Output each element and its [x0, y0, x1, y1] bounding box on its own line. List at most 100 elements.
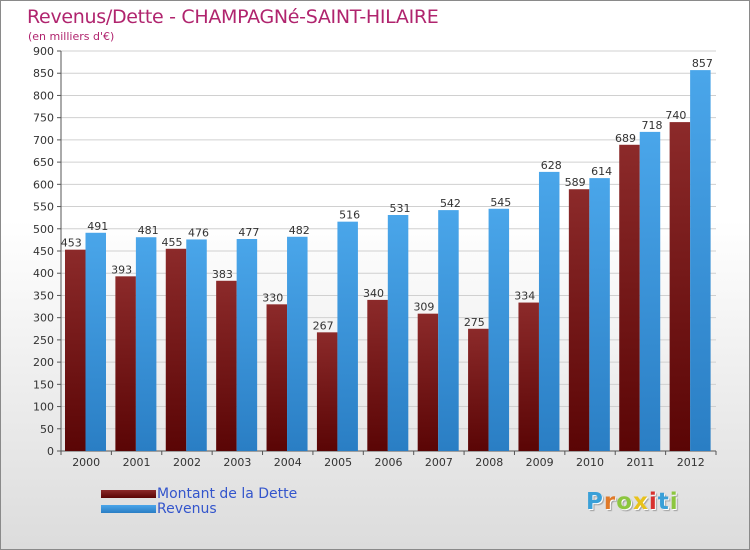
- value-label-revenus: 545: [490, 196, 511, 209]
- value-label-dette: 330: [262, 291, 283, 304]
- value-label-revenus: 531: [390, 202, 411, 215]
- proxiti-logo: Proxiti: [586, 489, 679, 515]
- value-label-revenus: 857: [692, 57, 713, 70]
- labels: 0 50 100 150 200 250 300 350 400 450 500 550 600 650 7…: [33, 45, 713, 469]
- y-tick-label: 450: [33, 245, 54, 258]
- bar-revenus: [538, 171, 560, 451]
- bar-revenus: [287, 236, 308, 451]
- value-label-revenus: 614: [591, 165, 612, 178]
- value-label-revenus: 628: [541, 159, 562, 172]
- logo-letter: i: [669, 489, 679, 515]
- legend-label-revenus: Revenus: [157, 501, 217, 517]
- value-label-revenus: 482: [289, 224, 310, 237]
- y-tick-label: 850: [33, 67, 54, 80]
- bar-revenus: [186, 239, 207, 451]
- x-tick-label: 2000: [72, 456, 100, 469]
- bar-dette: [669, 122, 691, 451]
- bars: [65, 70, 711, 451]
- y-tick-label: 500: [33, 223, 54, 236]
- x-tick-label: 2006: [375, 456, 403, 469]
- value-label-revenus: 476: [188, 226, 209, 239]
- bar-revenus: [236, 239, 258, 451]
- bar-dette: [316, 332, 338, 451]
- y-tick-label: 650: [33, 156, 54, 169]
- y-tick-label: 0: [47, 445, 54, 458]
- x-tick-label: 2008: [475, 456, 503, 469]
- x-tick-label: 2005: [324, 456, 352, 469]
- chart-subtitle: (en milliers d'€): [28, 30, 115, 43]
- bar-dette: [568, 189, 590, 451]
- legend-swatch-dette: [101, 490, 156, 498]
- legend-swatch-revenus: [101, 505, 156, 513]
- value-label-dette: 393: [111, 263, 132, 276]
- logo-letter: i: [648, 489, 658, 515]
- y-tick-label: 750: [33, 112, 54, 125]
- value-label-dette: 689: [615, 132, 636, 145]
- value-label-revenus: 516: [339, 209, 360, 222]
- value-label-dette: 740: [665, 109, 686, 122]
- x-tick-label: 2002: [173, 456, 201, 469]
- y-tick-label: 250: [33, 334, 54, 347]
- value-label-revenus: 477: [238, 226, 259, 239]
- value-label-dette: 334: [514, 290, 535, 303]
- x-tick-label: 2004: [274, 456, 302, 469]
- value-label-dette: 383: [212, 268, 233, 281]
- y-tick-label: 700: [33, 134, 54, 147]
- bar-revenus: [85, 232, 106, 451]
- x-tick-label: 2003: [223, 456, 251, 469]
- logo-letter: P: [586, 489, 604, 515]
- y-tick-label: 150: [33, 378, 54, 391]
- bar-dette: [65, 249, 86, 451]
- value-label-revenus: 481: [138, 224, 159, 237]
- y-tick-label: 200: [33, 356, 54, 369]
- x-tick-label: 2011: [626, 456, 654, 469]
- x-tick-label: 2007: [425, 456, 453, 469]
- y-tick-label: 550: [33, 201, 54, 214]
- value-label-revenus: 718: [641, 119, 662, 132]
- logo-letter: o: [616, 489, 634, 515]
- logo-letter: t: [657, 489, 670, 515]
- bar-revenus: [135, 237, 157, 451]
- y-tick-label: 50: [40, 423, 54, 436]
- y-tick-label: 350: [33, 289, 54, 302]
- bar-revenus: [438, 210, 459, 451]
- value-label-dette: 455: [162, 236, 183, 249]
- bar-dette: [518, 302, 539, 451]
- value-label-dette: 453: [61, 237, 82, 250]
- bar-dette: [417, 313, 439, 451]
- y-tick-label: 400: [33, 267, 54, 280]
- value-label-dette: 275: [464, 316, 485, 329]
- bar-revenus: [387, 215, 409, 451]
- y-tick-label: 300: [33, 312, 54, 325]
- bar-revenus: [690, 70, 711, 451]
- logo-letter: r: [603, 489, 617, 515]
- value-label-dette: 267: [313, 319, 334, 332]
- bar-dette: [165, 248, 187, 451]
- value-label-revenus: 491: [87, 220, 108, 233]
- bar-revenus: [488, 208, 510, 451]
- bar-revenus: [639, 131, 661, 451]
- value-label-revenus: 542: [440, 197, 461, 210]
- x-tick-label: 2010: [576, 456, 604, 469]
- y-tick-label: 600: [33, 178, 54, 191]
- y-tick-label: 100: [33, 401, 54, 414]
- value-label-dette: 340: [363, 287, 384, 300]
- y-tick-label: 800: [33, 89, 54, 102]
- x-tick-label: 2001: [123, 456, 151, 469]
- bar-dette: [216, 280, 237, 451]
- logo-letter: x: [633, 489, 649, 515]
- value-label-dette: 589: [565, 176, 586, 189]
- bar-dette: [115, 276, 136, 451]
- bar-dette: [266, 304, 288, 451]
- value-label-dette: 309: [413, 301, 434, 314]
- bar-revenus: [589, 178, 610, 451]
- x-tick-label: 2012: [677, 456, 705, 469]
- bar-dette: [367, 299, 388, 451]
- bar-dette: [619, 144, 640, 451]
- legend-label-dette: Montant de la Dette: [157, 486, 298, 502]
- bar-revenus: [337, 221, 358, 451]
- x-tick-label: 2009: [526, 456, 554, 469]
- y-tick-label: 900: [33, 45, 54, 58]
